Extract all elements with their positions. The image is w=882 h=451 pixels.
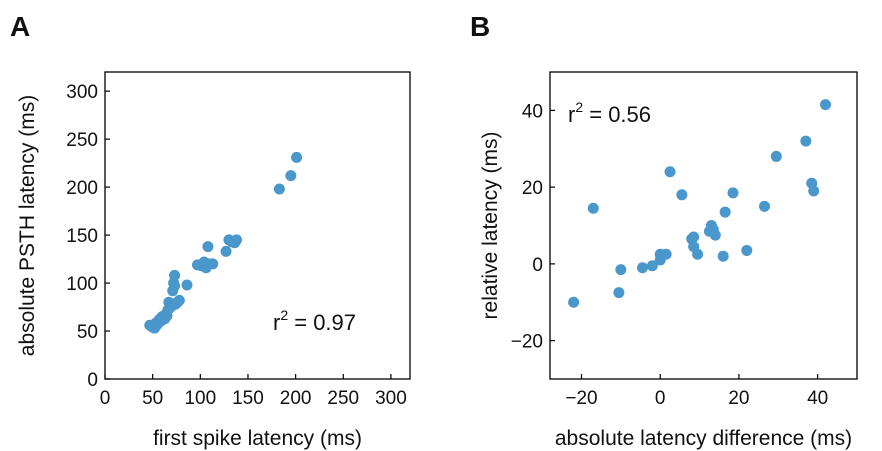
scatter-point-a <box>202 241 214 253</box>
ticks-a: 0 50 100 150 200 250 300 0 50 100 150 200 250 300 <box>66 82 406 409</box>
x-tick-label-a: 200 <box>280 388 312 409</box>
scatter-point-b <box>759 200 771 212</box>
scatter-point-b <box>688 231 700 243</box>
scatter-point-b <box>709 229 721 241</box>
y-tick-label-a: 0 <box>87 370 98 391</box>
y-tick-label-a: 300 <box>66 82 98 103</box>
y-tick-label-a: 100 <box>66 274 98 295</box>
scatter-point-a <box>291 151 303 163</box>
scatter-point-b <box>692 248 704 260</box>
x-tick-label-b: −20 <box>565 388 597 409</box>
scatter-point-b <box>615 264 627 276</box>
x-axis-label-a: first spike latency (ms) <box>153 427 362 450</box>
scatter-point-a <box>181 279 193 291</box>
scatter-point-b <box>719 206 731 218</box>
y-tick-label-b: 0 <box>532 255 543 276</box>
y-tick-label-b: 40 <box>522 101 543 122</box>
x-tick-label-b: 0 <box>655 388 666 409</box>
y-tick-label-a: 250 <box>66 130 98 151</box>
x-tick-label-a: 100 <box>184 388 216 409</box>
x-tick-label-a: 0 <box>100 388 111 409</box>
x-tick-label-b: 20 <box>728 388 749 409</box>
scatter-point-b <box>676 189 688 201</box>
scatter-point-b <box>587 202 599 214</box>
scatter-point-b <box>808 185 820 197</box>
scatter-point-b <box>568 296 580 308</box>
y-tick-label-b: −20 <box>511 332 543 353</box>
scatter-point-a <box>220 245 232 257</box>
x-tick-label-a: 300 <box>375 388 407 409</box>
y-axis-label-a: absolute PSTH latency (ms) <box>16 95 39 356</box>
scatter-point-b <box>727 187 739 199</box>
x-tick-label-a: 250 <box>327 388 359 409</box>
panel-b: B −20 0 20 40 −20 0 20 40 r2 = 0.56 absolute la… <box>470 11 858 450</box>
points-b <box>568 99 832 308</box>
x-tick-label-a: 50 <box>142 388 163 409</box>
panel-letter-a: A <box>10 11 30 42</box>
scatter-point-b <box>717 250 729 262</box>
plot-frame-a <box>104 71 411 380</box>
y-tick-label-a: 200 <box>66 178 98 199</box>
scatter-point-b <box>660 248 672 260</box>
plot-frame-b <box>549 71 858 380</box>
x-axis-label-b: absolute latency difference (ms) <box>555 427 852 450</box>
panel-letter-b: B <box>470 11 490 42</box>
y-tick-label-b: 20 <box>522 178 543 199</box>
y-axis-label-b: relative latency (ms) <box>479 132 502 320</box>
scatter-point-a <box>169 269 181 281</box>
scatter-point-b <box>636 262 648 274</box>
scatter-point-a <box>285 170 297 182</box>
ticks-b: −20 0 20 40 −20 0 20 40 <box>511 101 828 409</box>
scatter-point-b <box>741 244 753 256</box>
points-a <box>144 151 303 334</box>
y-tick-label-a: 150 <box>66 226 98 247</box>
x-tick-label-b: 40 <box>807 388 828 409</box>
r-squared-a: r2 = 0.97 <box>273 307 356 335</box>
scatter-point-a <box>173 294 185 306</box>
x-tick-label-a: 150 <box>232 388 264 409</box>
scatter-point-a <box>273 183 285 195</box>
r-squared-b: r2 = 0.56 <box>568 99 651 127</box>
scatter-point-b <box>613 287 625 299</box>
scatter-point-b <box>820 99 832 111</box>
scatter-point-a <box>231 234 243 246</box>
y-tick-label-a: 50 <box>77 322 98 343</box>
panel-a: A 0 50 100 150 200 250 300 0 50 100 150 200 250 300 r… <box>10 11 411 450</box>
scatter-point-b <box>800 135 812 147</box>
scatter-point-a <box>169 280 181 292</box>
scatter-point-b <box>646 260 658 272</box>
scatter-point-a <box>207 258 219 270</box>
scatter-point-b <box>664 166 676 178</box>
scatter-point-b <box>770 150 782 162</box>
